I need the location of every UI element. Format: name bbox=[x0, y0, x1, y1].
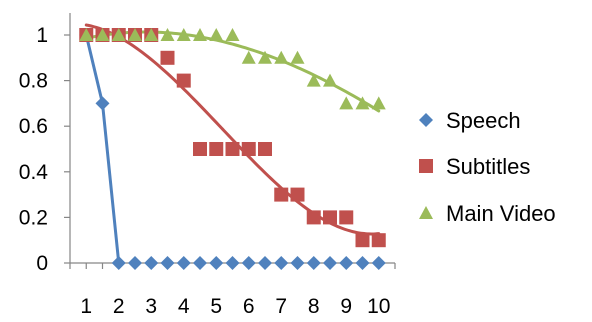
y-tick-label: 0.8 bbox=[19, 70, 48, 93]
data-point-speech bbox=[111, 256, 126, 270]
data-point-subtitles bbox=[306, 210, 321, 225]
y-tick-label: 1 bbox=[36, 24, 48, 47]
legend-label-subtitles: Subtitles bbox=[446, 154, 530, 179]
data-point-main-video bbox=[160, 28, 175, 41]
x-tick-label: 9 bbox=[340, 295, 352, 318]
data-point-subtitles bbox=[225, 142, 240, 156]
legend-item-subtitles: Subtitles bbox=[419, 154, 530, 179]
x-tick-label: 8 bbox=[308, 295, 320, 318]
data-point-speech bbox=[371, 256, 386, 270]
data-point-main-video bbox=[144, 28, 159, 41]
data-point-main-video bbox=[241, 50, 256, 64]
y-tick-label: 0 bbox=[36, 252, 48, 275]
data-point-subtitles bbox=[323, 210, 337, 225]
data-point-speech bbox=[225, 256, 240, 270]
data-point-subtitles bbox=[290, 187, 305, 202]
data-point-main-video bbox=[355, 96, 370, 110]
legend: Speech Subtitles Main Video bbox=[419, 108, 556, 226]
data-point-speech bbox=[144, 256, 159, 270]
data-point-main-video bbox=[274, 50, 289, 64]
data-point-speech bbox=[209, 256, 224, 270]
legend-item-speech: Speech bbox=[419, 108, 521, 133]
trendline-subtitles bbox=[84, 23, 381, 236]
x-tick-label: 1 bbox=[80, 295, 92, 318]
data-point-speech bbox=[193, 256, 207, 270]
trendline-speech bbox=[84, 33, 121, 265]
data-point-subtitles bbox=[193, 142, 207, 156]
data-point-speech bbox=[274, 256, 289, 270]
data-point-speech bbox=[95, 96, 110, 111]
data-point-main-video bbox=[323, 73, 337, 87]
data-point-subtitles bbox=[241, 142, 256, 156]
x-tick-label: 5 bbox=[210, 295, 222, 318]
legend-label-speech: Speech bbox=[446, 108, 521, 133]
data-point-speech bbox=[323, 256, 337, 270]
legend-marker-main-video bbox=[419, 206, 433, 219]
data-point-speech bbox=[290, 256, 305, 270]
x-tick-label: 4 bbox=[178, 295, 190, 318]
data-point-main-video bbox=[176, 28, 191, 41]
data-point-subtitles bbox=[176, 73, 191, 88]
data-point-subtitles bbox=[258, 142, 272, 156]
data-point-subtitles bbox=[371, 233, 386, 248]
legend-marker-speech bbox=[419, 113, 433, 127]
data-markers bbox=[79, 28, 386, 270]
y-tick-label: 0.6 bbox=[19, 115, 48, 138]
data-point-speech bbox=[160, 256, 175, 270]
data-point-main-video bbox=[209, 28, 224, 41]
data-point-subtitles bbox=[160, 50, 175, 65]
data-point-main-video bbox=[306, 73, 321, 87]
data-point-speech bbox=[128, 256, 142, 270]
data-point-speech bbox=[241, 256, 256, 270]
data-point-speech bbox=[258, 256, 272, 270]
data-point-speech bbox=[176, 256, 191, 270]
x-tick-label: 2 bbox=[113, 295, 125, 318]
y-tick-label: 0.2 bbox=[19, 206, 48, 229]
data-point-subtitles bbox=[274, 187, 289, 202]
data-point-subtitles bbox=[339, 210, 354, 225]
x-tick-label: 6 bbox=[243, 295, 255, 318]
data-point-main-video bbox=[193, 28, 207, 41]
data-point-main-video bbox=[290, 50, 305, 64]
legend-label-main-video: Main Video bbox=[446, 201, 556, 226]
data-point-subtitles bbox=[209, 142, 224, 156]
data-point-speech bbox=[306, 256, 321, 270]
data-point-speech bbox=[339, 256, 354, 270]
data-point-speech bbox=[355, 256, 370, 270]
data-point-subtitles bbox=[355, 233, 370, 248]
data-point-main-video bbox=[128, 28, 142, 41]
legend-marker-subtitles bbox=[419, 159, 433, 173]
y-tick-label: 0.4 bbox=[19, 161, 49, 184]
data-point-main-video bbox=[79, 28, 94, 41]
data-point-main-video bbox=[111, 28, 126, 41]
legend-item-main-video: Main Video bbox=[419, 201, 556, 226]
axes: 00.20.40.60.811 2 3 4 5 6 7 8 9 10 bbox=[19, 13, 396, 318]
data-point-main-video bbox=[258, 50, 272, 64]
data-point-main-video bbox=[95, 28, 110, 41]
x-tick-label: 7 bbox=[275, 295, 287, 318]
x-tick-label: 10 bbox=[367, 295, 390, 318]
data-point-main-video bbox=[371, 96, 386, 110]
data-point-main-video bbox=[225, 28, 240, 41]
data-point-main-video bbox=[339, 96, 354, 110]
x-tick-label: 3 bbox=[145, 295, 157, 318]
